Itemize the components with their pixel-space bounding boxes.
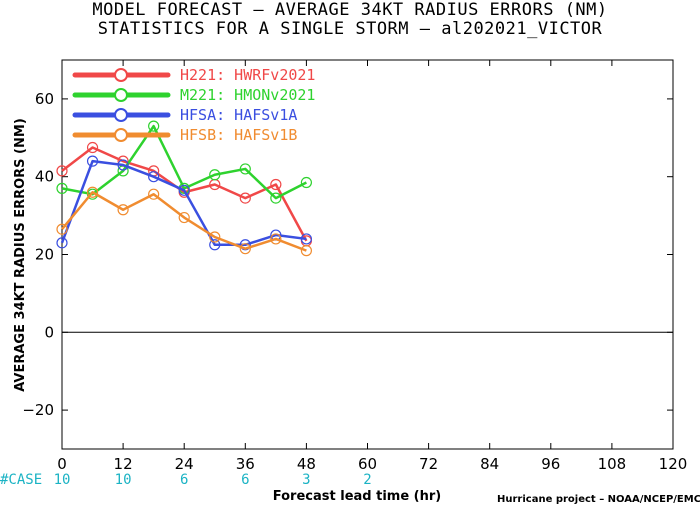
- x-tick-label: 12: [114, 455, 133, 473]
- legend-marker: [114, 88, 128, 102]
- case-count: 2: [363, 472, 371, 488]
- x-tick-label: 0: [57, 455, 67, 473]
- data-point: [270, 233, 282, 245]
- y-tick-label: 20: [35, 246, 54, 264]
- x-tick-label: 108: [598, 455, 627, 473]
- x-tick-label: 96: [541, 455, 560, 473]
- data-point: [148, 171, 160, 183]
- data-point: [209, 169, 221, 181]
- legend-label: HFSB: HAFSv1B: [180, 126, 297, 144]
- data-point: [300, 176, 312, 189]
- data-point: [56, 237, 68, 249]
- legend-marker: [114, 68, 128, 82]
- legend-label: H221: HWRFv2021: [180, 66, 315, 84]
- case-count: 3: [302, 472, 310, 488]
- x-tick-label: 60: [358, 455, 377, 473]
- data-point: [178, 211, 190, 224]
- legend-marker: [114, 108, 128, 122]
- data-point: [270, 178, 282, 191]
- legend: H221: HWRFv2021 M221: HMONv2021 HFSA: HAFS…: [72, 66, 315, 144]
- credit-text: Hurricane project – NOAA/NCEP/EMC: [497, 494, 700, 505]
- legend-label: M221: HMONv2021: [180, 86, 315, 104]
- data-point: [239, 192, 251, 204]
- y-tick-label: 40: [35, 168, 54, 186]
- y-tick-label: −20: [22, 401, 54, 419]
- case-count: 10: [54, 472, 71, 488]
- data-point: [56, 165, 68, 177]
- data-point: [86, 155, 99, 167]
- case-count: 6: [241, 472, 249, 488]
- chart-subtitle: STATISTICS FOR A SINGLE STORM – al202021…: [97, 19, 603, 39]
- series-line: [61, 191, 307, 252]
- x-tick-label: 72: [419, 455, 438, 473]
- data-point: [86, 141, 99, 154]
- data-point: [300, 233, 312, 245]
- legend-marker: [114, 128, 128, 142]
- legend-label: HFSA: HAFSv1A: [180, 106, 297, 124]
- data-point: [300, 245, 312, 257]
- x-tick-label: 84: [480, 455, 499, 473]
- case-counts: 10 10 6 6 3 2: [54, 472, 372, 488]
- data-point: [148, 120, 160, 132]
- data-point: [209, 239, 221, 251]
- data-point: [270, 192, 282, 204]
- series-line: [61, 124, 307, 200]
- x-tick-label: 24: [175, 455, 194, 473]
- data-point: [86, 186, 99, 198]
- chart-title: MODEL FORECAST – AVERAGE 34KT RADIUS ERR…: [92, 0, 608, 20]
- data-point: [56, 223, 68, 235]
- data-point: [209, 231, 221, 243]
- y-tick-label: 60: [35, 90, 54, 108]
- x-tick-label: 120: [659, 455, 688, 473]
- data-point: [239, 163, 251, 175]
- data-point: [117, 204, 129, 216]
- data-point: [239, 243, 251, 255]
- x-tick-label: 36: [236, 455, 255, 473]
- case-count: 6: [180, 472, 188, 488]
- data-point: [148, 188, 160, 200]
- plot-frame: [61, 59, 674, 450]
- x-axis-label: Forecast lead time (hr): [273, 489, 441, 504]
- data-point: [117, 159, 129, 171]
- data-point: [178, 184, 190, 196]
- y-axis-label: AVERAGE 34KT RADIUS ERRORS (NM): [13, 118, 28, 392]
- case-label: #CASE: [0, 472, 42, 488]
- case-count: 10: [115, 472, 132, 488]
- series-line: [60, 159, 307, 247]
- data-point: [56, 182, 68, 194]
- y-tick-label: 0: [44, 323, 54, 341]
- plot-axes: 0 12 24 36 48 60 72 84 96 108 120 −20 0 20 40 60: [22, 59, 688, 473]
- plot-series: [56, 120, 312, 257]
- x-tick-label: 48: [297, 455, 316, 473]
